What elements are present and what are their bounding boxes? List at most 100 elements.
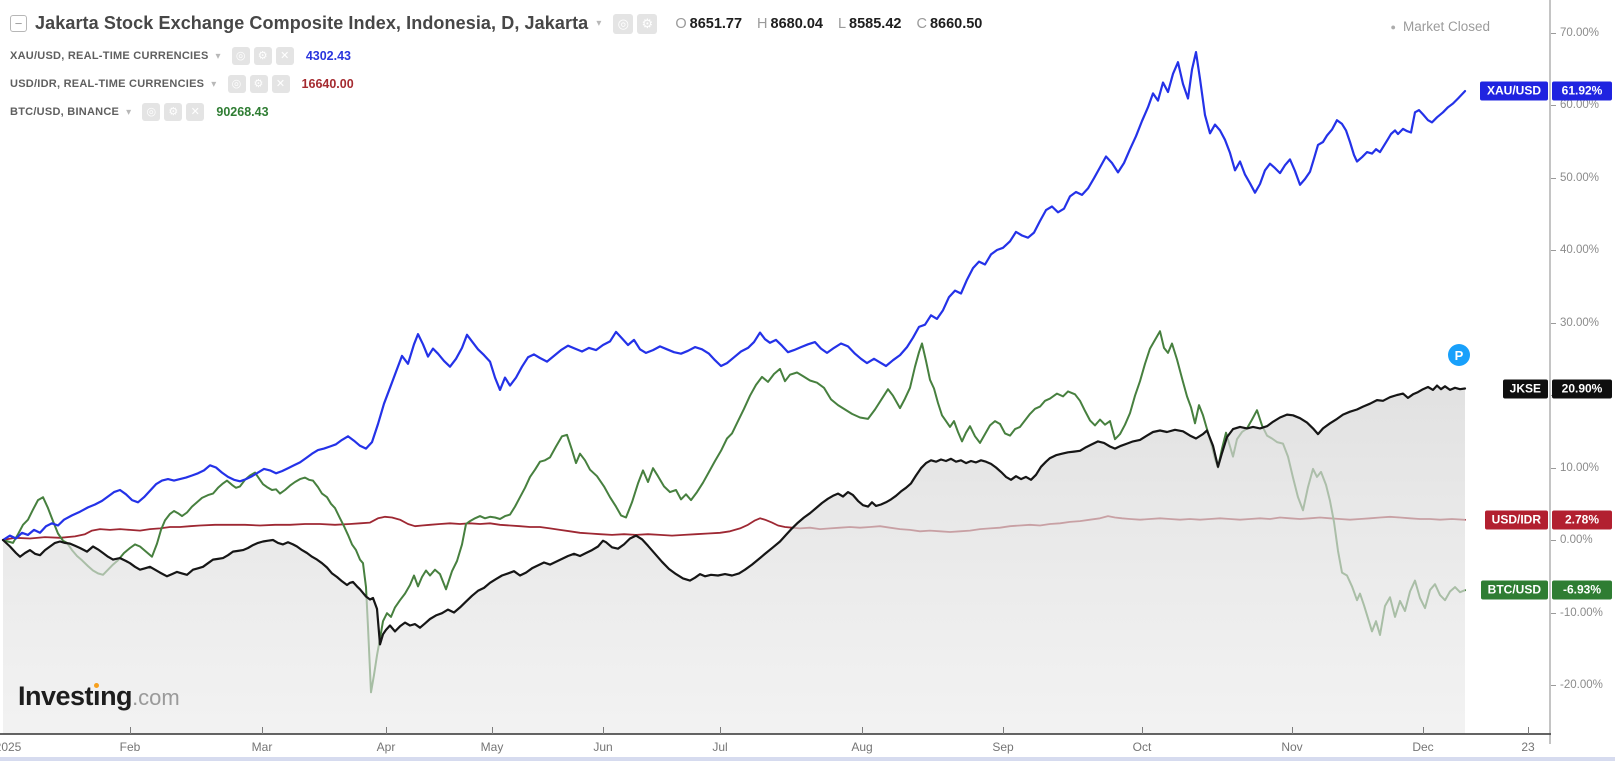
x-tickmark: [862, 727, 863, 734]
x-tick-label: Nov: [1281, 740, 1303, 754]
ohlc-values: O 8651.77 H 8680.04 L 8585.42 C 8660.50: [675, 16, 982, 32]
y-tick-label: 40.00%: [1560, 244, 1600, 256]
series-tag-BTCUSD: BTC/USD: [1480, 580, 1548, 600]
y-tickmark: [1551, 32, 1556, 34]
x-tick-label: Jun: [593, 740, 613, 754]
x-tick-label: Sep: [992, 740, 1014, 754]
x-tickmark: [1292, 727, 1293, 734]
logo-suffix: .com: [132, 685, 180, 710]
eye-icon[interactable]: ◎: [613, 13, 634, 34]
eye-icon[interactable]: ◎: [142, 103, 161, 121]
x-tick-label: May: [480, 740, 504, 754]
legend-symbol-label: XAU/USD, REAL-TIME CURRENCIES: [10, 50, 209, 62]
y-tick-label: 60.00%: [1560, 99, 1600, 111]
series-tag-USDIDR: USD/IDR: [1484, 510, 1548, 530]
eye-icon[interactable]: ◎: [227, 75, 246, 93]
page-title[interactable]: Jakarta Stock Exchange Composite Index, …: [35, 13, 589, 33]
publication-badge[interactable]: P: [1448, 344, 1470, 366]
chevron-down-icon[interactable]: ▾: [215, 50, 221, 62]
y-tickmark: [1551, 105, 1556, 106]
main-symbol-row: − Jakarta Stock Exchange Composite Index…: [10, 13, 982, 34]
close-value: C 8660.50: [916, 15, 983, 32]
main-symbol-actions: ◎ ⚙: [613, 13, 658, 34]
y-tick-label: -20.00%: [1560, 679, 1603, 691]
close-icon[interactable]: ✕: [275, 47, 294, 65]
y-tick-label: -10.00%: [1560, 606, 1603, 619]
legend-symbol-label: USD/IDR, REAL-TIME CURRENCIES: [10, 78, 205, 90]
logo-text: Invest: [18, 681, 94, 711]
y-tick-label: 50.00%: [1560, 171, 1600, 184]
x-tickmark: [262, 727, 263, 734]
series-line-XAUUSD: [1, 50, 1467, 542]
x-tickmark: [386, 727, 387, 734]
toolbar-edge-strip: [0, 757, 1615, 761]
x-tick-label: Dec: [1412, 740, 1434, 754]
logo-i-dot: ı: [93, 681, 101, 711]
gear-icon[interactable]: ⚙: [164, 103, 183, 121]
x-tickmark: [492, 727, 493, 734]
y-tick-label: 70.00%: [1560, 26, 1600, 39]
gear-icon[interactable]: ⚙: [637, 13, 658, 34]
x-tick-label: Feb: [119, 740, 141, 754]
close-icon[interactable]: ✕: [271, 75, 290, 93]
chevron-down-icon[interactable]: ▾: [596, 18, 602, 29]
legend-row-btcusd[interactable]: BTC/USD, BINANCE ▾ ◎ ⚙ ✕ 90268.43: [10, 103, 269, 121]
investing-logo: Investıng.com: [18, 681, 180, 712]
x-tickmark: [720, 727, 721, 734]
series-area-JKSE: [3, 385, 1465, 734]
legend-row-xauusd[interactable]: XAU/USD, REAL-TIME CURRENCIES ▾ ◎ ⚙ ✕ 43…: [10, 47, 351, 65]
x-tickmark: [130, 727, 131, 734]
logo-text: ng: [100, 681, 133, 711]
y-tick-label: 0.00%: [1560, 534, 1593, 546]
y-tickmark: [1551, 467, 1556, 469]
collapse-icon[interactable]: −: [10, 15, 27, 32]
x-tickmark: [603, 727, 604, 734]
status-dot-icon: ●: [1390, 21, 1396, 32]
y-tickmark: [1551, 685, 1556, 686]
y-tickmark: [1551, 177, 1556, 179]
x-tickmark: [1003, 727, 1004, 734]
y-tick-label: 30.00%: [1560, 316, 1600, 329]
high-value: H 8680.04: [757, 15, 823, 32]
legend-value: 16640.00: [301, 77, 354, 91]
y-tickmark: [1551, 540, 1556, 541]
series-price-XAUUSD: 61.92%: [1552, 81, 1612, 101]
legend-value: 4302.43: [305, 49, 352, 63]
y-tickmark: [1551, 250, 1556, 251]
y-tickmark: [1551, 612, 1556, 614]
chevron-down-icon[interactable]: ▾: [211, 78, 217, 90]
legend-row-usdidr[interactable]: USD/IDR, REAL-TIME CURRENCIES ▾ ◎ ⚙ ✕ 16…: [10, 75, 354, 93]
open-value: O 8651.77: [675, 15, 743, 32]
time-axis[interactable]: [0, 735, 1550, 757]
x-tickmark: [1142, 727, 1143, 734]
legend-symbol-label: BTC/USD, BINANCE: [10, 106, 120, 118]
gear-icon[interactable]: ⚙: [253, 47, 272, 65]
close-icon[interactable]: ✕: [186, 103, 205, 121]
series-line-JKSE: [1, 384, 1467, 646]
series-price-JKSE: 20.90%: [1552, 379, 1612, 398]
x-tick-label: Aug: [851, 740, 873, 754]
x-tickmark: [1423, 727, 1424, 734]
x-tickmark: [1528, 727, 1529, 734]
y-tickmark: [1551, 322, 1556, 324]
market-status-label: Market Closed: [1402, 19, 1490, 34]
x-tick-label: Mar: [251, 740, 273, 754]
low-value: L 8585.42: [837, 15, 902, 32]
x-tick-label: Apr: [376, 740, 396, 754]
series-group: [1, 50, 1467, 734]
x-tick-label: 2025: [0, 740, 22, 754]
legend-value: 90268.43: [216, 105, 269, 119]
series-price-USDIDR: 2.78%: [1552, 510, 1612, 530]
series-price-BTCUSD: -6.93%: [1552, 580, 1612, 600]
series-tag-JKSE: JKSE: [1502, 379, 1548, 398]
x-tick-label: Oct: [1132, 740, 1152, 754]
series-tag-XAUUSD: XAU/USD: [1479, 81, 1548, 101]
gear-icon[interactable]: ⚙: [249, 75, 268, 93]
status-badge: ● Market Closed: [1391, 19, 1490, 34]
y-tick-label: 10.00%: [1560, 461, 1600, 474]
chevron-down-icon[interactable]: ▾: [126, 106, 132, 118]
x-tick-label: Jul: [712, 740, 728, 754]
eye-icon[interactable]: ◎: [231, 47, 250, 65]
